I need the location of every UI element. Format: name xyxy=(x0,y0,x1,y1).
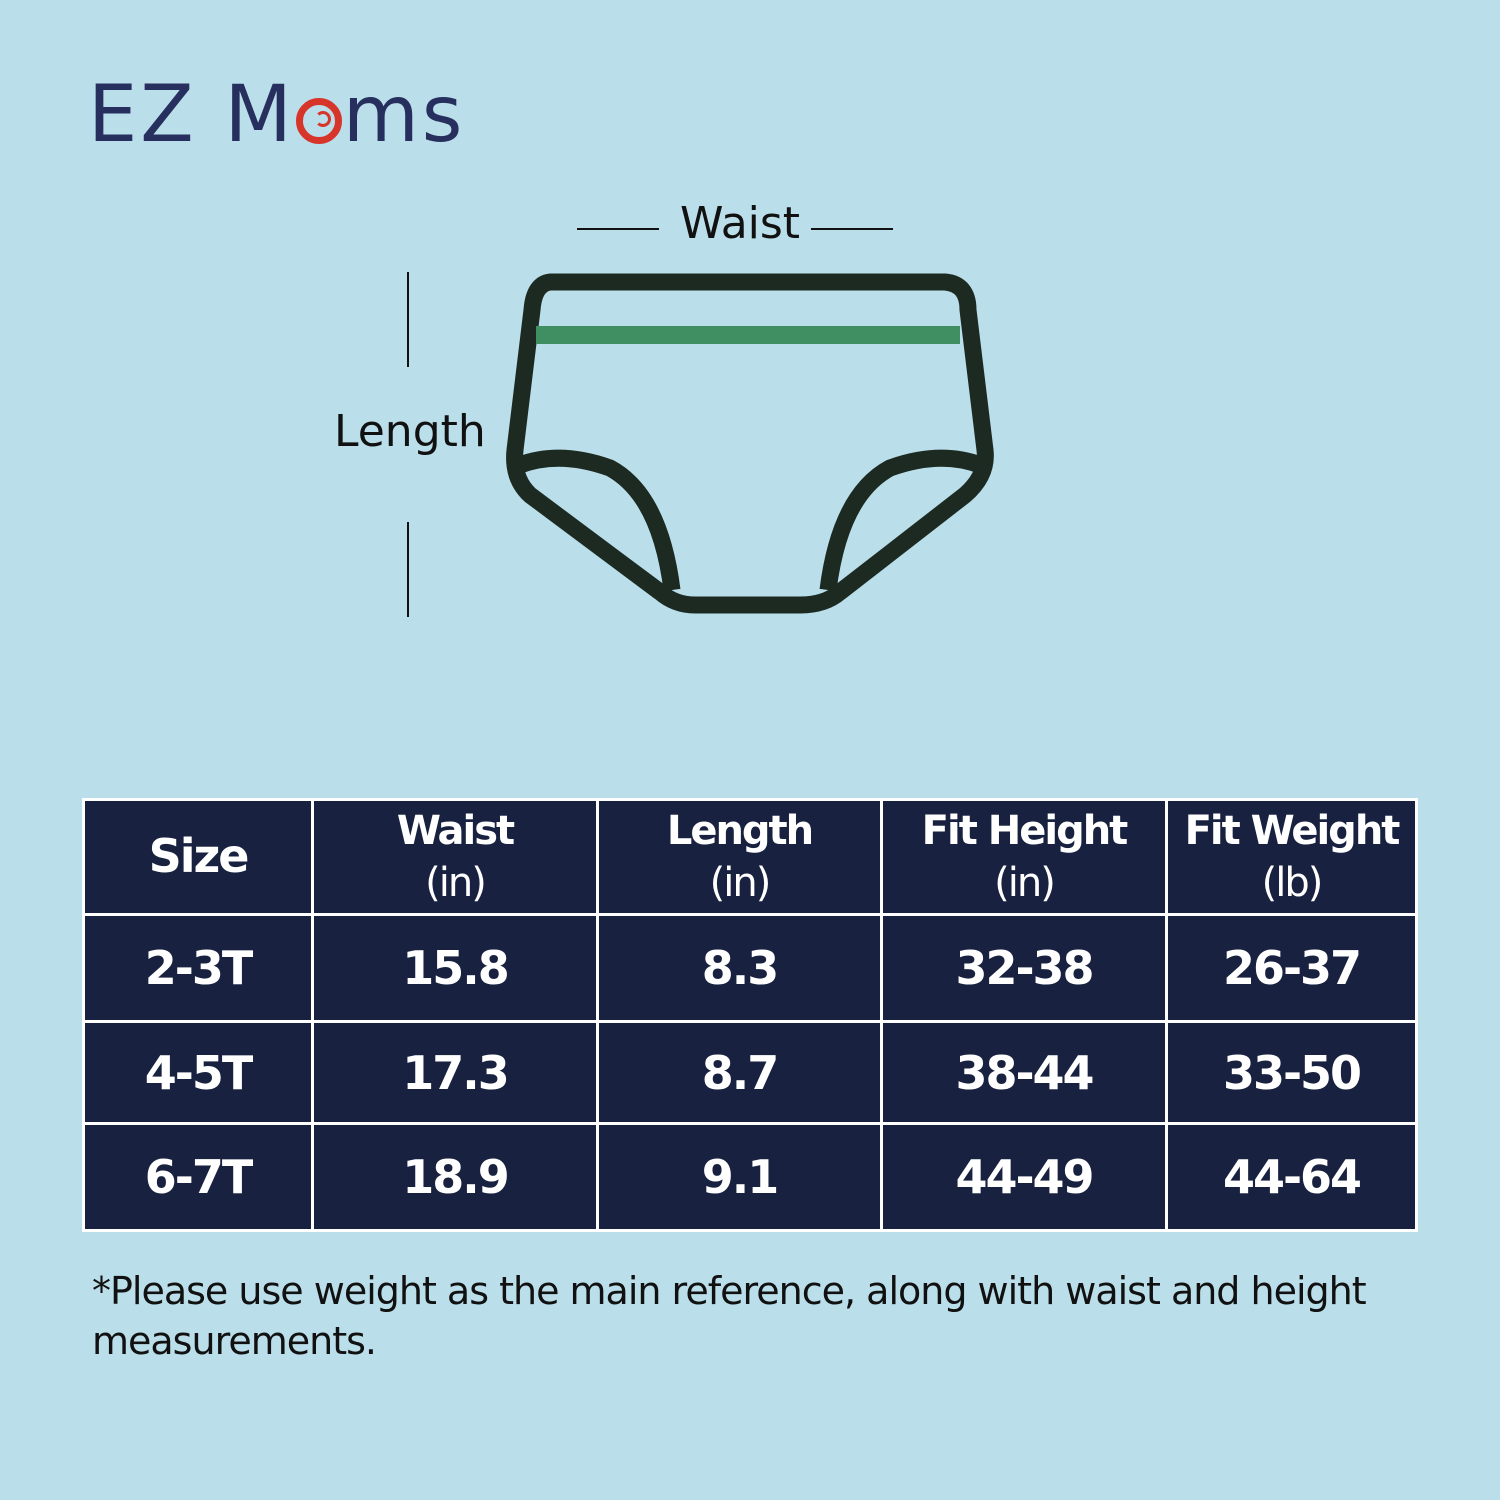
length-cell: 8.7 xyxy=(596,1020,883,1125)
waistband-stripe xyxy=(536,326,960,344)
underwear-diagram xyxy=(506,273,994,614)
length-line-top xyxy=(407,272,409,367)
length-label: Length xyxy=(334,406,486,457)
header-fit-weight: Fit Weight (lb) xyxy=(1165,798,1418,916)
size-cell: 4-5T xyxy=(82,1020,314,1125)
table-header-row: Size Waist (in) Length (in) Fit Height (in)… xyxy=(82,798,1418,916)
fit-weight-cell: 33-50 xyxy=(1165,1020,1418,1125)
fit-height-cell: 44-49 xyxy=(880,1122,1168,1232)
waist-cell: 15.8 xyxy=(311,913,599,1023)
header-size: Size xyxy=(82,798,314,916)
length-cell: 9.1 xyxy=(596,1122,883,1232)
table-row: 6-7T 18.9 9.1 44-49 44-64 xyxy=(82,1122,1418,1232)
waist-cell: 18.9 xyxy=(311,1122,599,1232)
waist-label: Waist xyxy=(680,198,801,249)
left-leg-opening xyxy=(517,449,681,592)
sizing-note: *Please use weight as the main reference… xyxy=(92,1269,1367,1363)
table-row: 2-3T 15.8 8.3 32-38 26-37 xyxy=(82,913,1418,1023)
size-cell: 6-7T xyxy=(82,1122,314,1232)
waist-line-right xyxy=(811,228,893,230)
size-chart-table: Size Waist (in) Length (in) Fit Height (in)… xyxy=(82,798,1418,1232)
fit-height-cell: 38-44 xyxy=(880,1020,1168,1125)
header-waist: Waist (in) xyxy=(311,798,599,916)
right-leg-opening xyxy=(819,449,983,592)
fit-weight-cell: 44-64 xyxy=(1165,1122,1418,1232)
table-row: 4-5T 17.3 8.7 38-44 33-50 xyxy=(82,1020,1418,1125)
header-fit-height: Fit Height (in) xyxy=(880,798,1168,916)
waist-cell: 17.3 xyxy=(311,1020,599,1125)
length-cell: 8.3 xyxy=(596,913,883,1023)
length-line-bottom xyxy=(407,522,409,617)
fit-height-cell: 32-38 xyxy=(880,913,1168,1023)
fit-weight-cell: 26-37 xyxy=(1165,913,1418,1023)
header-length: Length (in) xyxy=(596,798,883,916)
waist-line-left xyxy=(577,228,659,230)
baby-face-icon xyxy=(295,98,342,144)
garment-outline xyxy=(506,273,994,614)
size-cell: 2-3T xyxy=(82,913,314,1023)
